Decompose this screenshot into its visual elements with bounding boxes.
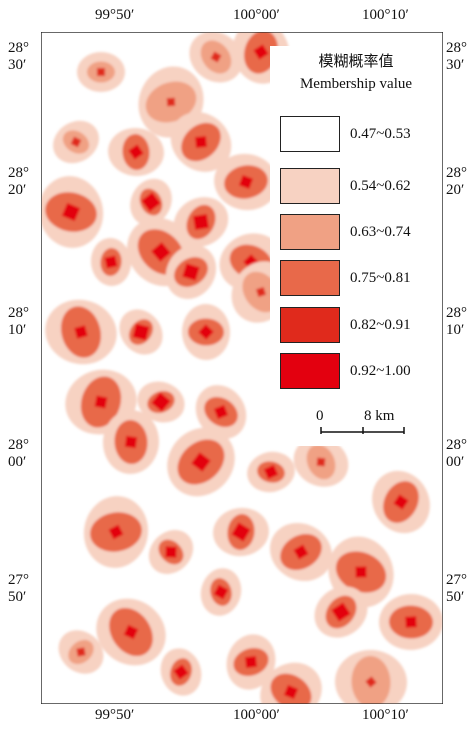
membership-zone-core — [191, 452, 211, 472]
membership-zone-core — [244, 655, 258, 669]
legend-label-2: 0.54~0.62 — [350, 178, 411, 194]
membership-zone-core — [293, 544, 309, 560]
scale-bar — [320, 427, 405, 434]
membership-zone-core — [198, 324, 214, 340]
lat-label-right-3: 28° 10′ — [446, 305, 467, 338]
membership-zone-core — [128, 144, 144, 160]
membership-zone-core — [76, 647, 86, 657]
membership-zone-core — [151, 242, 171, 262]
membership-zone-core — [182, 263, 200, 281]
legend-swatch-3 — [280, 214, 340, 250]
membership-zone-core — [255, 286, 267, 298]
membership-zone-core — [124, 435, 138, 449]
membership-zone-core — [253, 44, 269, 60]
membership-zone-core — [231, 522, 251, 542]
membership-zone-core — [165, 546, 177, 558]
lon-label-bottom-1: 99°50′ — [95, 707, 135, 723]
lon-label-top-3: 100°10′ — [362, 7, 409, 23]
membership-zone-core — [132, 323, 150, 341]
lat-label-right-4: 28° 00′ — [446, 437, 467, 470]
membership-zone-core — [365, 676, 377, 688]
legend-swatch-4 — [280, 260, 340, 296]
scale-bar-end: 8 km — [364, 408, 395, 424]
legend-swatch-6 — [280, 353, 340, 389]
membership-zone-core — [213, 584, 229, 600]
lon-label-bottom-2: 100°00′ — [233, 707, 280, 723]
legend-label-5: 0.82~0.91 — [350, 317, 411, 333]
membership-zone-core — [393, 494, 409, 510]
membership-zone-core — [238, 174, 254, 190]
membership-zone-core — [70, 136, 82, 148]
membership-zone-core — [192, 213, 210, 231]
legend-label-4: 0.75~0.81 — [350, 270, 411, 286]
lat-label-left-4: 28° 00′ — [8, 437, 29, 470]
legend: 模糊概率值 Membership value 0.47~0.53 0.54~0.… — [270, 46, 442, 446]
lon-label-top-2: 100°00′ — [233, 7, 280, 23]
lat-label-right-2: 28° 20′ — [446, 165, 467, 198]
lon-label-bottom-3: 100°10′ — [362, 707, 409, 723]
legend-title-cn: 模糊概率值 — [318, 52, 394, 70]
legend-swatch-1 — [280, 116, 340, 152]
membership-zone-core — [405, 616, 417, 628]
membership-zone-core — [123, 624, 139, 640]
membership-zone-core — [283, 684, 299, 700]
membership-zone-core — [74, 325, 88, 339]
membership-zone-core — [166, 97, 176, 107]
lat-label-right-5: 27° 50′ — [446, 572, 467, 605]
lat-label-left-3: 28° 10′ — [8, 305, 29, 338]
membership-zone-core — [263, 464, 279, 480]
membership-zone-core — [173, 664, 189, 680]
membership-zone-core — [94, 395, 108, 409]
membership-zone-core — [331, 602, 351, 622]
membership-zone-core — [355, 566, 367, 578]
legend-title-en: Membership value — [299, 76, 413, 92]
lat-label-right-1: 28° 30′ — [446, 40, 467, 73]
membership-zone-core — [97, 68, 105, 76]
legend-label-3: 0.63~0.74 — [350, 224, 411, 240]
membership-zone-core — [213, 404, 229, 420]
scale-bar-start: 0 — [316, 408, 324, 424]
membership-zone-core — [108, 524, 124, 540]
legend-swatch-5 — [280, 307, 340, 343]
membership-zone-core — [141, 192, 161, 212]
lat-label-left-1: 28° 30′ — [8, 40, 29, 73]
membership-zone-core — [316, 457, 326, 467]
legend-label-6: 0.92~1.00 — [350, 363, 411, 379]
membership-zone-core — [151, 392, 171, 412]
lon-label-top-1: 99°50′ — [95, 7, 135, 23]
membership-zone-core — [194, 135, 208, 149]
membership-zone-core — [210, 51, 222, 63]
legend-label-1: 0.47~0.53 — [350, 126, 411, 142]
lat-label-left-2: 28° 20′ — [8, 165, 29, 198]
legend-swatch-2 — [280, 168, 340, 204]
membership-zone-core — [104, 255, 118, 269]
membership-zone-core — [61, 202, 81, 222]
lat-label-left-5: 27° 50′ — [8, 572, 29, 605]
